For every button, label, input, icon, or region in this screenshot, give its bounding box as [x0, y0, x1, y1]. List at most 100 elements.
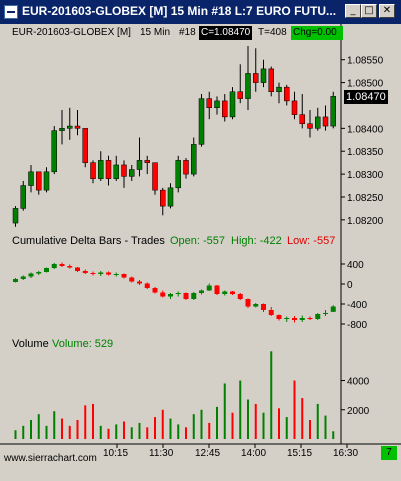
price-candle — [160, 189, 166, 207]
price-candles — [12, 46, 336, 227]
window-title: EUR-201603-GLOBEX [M] 15 Min #18 L:7 EUR… — [22, 4, 337, 18]
delta-candle — [98, 272, 104, 274]
time-tick-label: 11:30 — [149, 448, 174, 459]
volume-bar — [262, 412, 265, 439]
volume-bar — [185, 427, 187, 439]
price-tick-label: 1.08250 — [347, 193, 384, 204]
price-candle — [98, 160, 104, 179]
price-candle — [43, 171, 50, 191]
delta-candle — [59, 264, 65, 266]
price-candle — [222, 100, 228, 118]
delta-tick-label: -400 — [347, 300, 367, 311]
delta-candle — [191, 293, 197, 299]
volume-bar — [37, 414, 40, 439]
delta-candle — [137, 281, 142, 284]
volume-bar — [53, 411, 56, 439]
delta-candle — [330, 306, 336, 312]
volume-bar — [309, 420, 311, 439]
time-tick-label: 14:00 — [241, 448, 266, 459]
delta-candle — [82, 271, 88, 273]
delta-candles — [13, 262, 336, 323]
price-candle — [229, 91, 236, 118]
volume-bar — [99, 425, 102, 439]
delta-candle — [67, 266, 73, 268]
price-candle — [105, 160, 112, 179]
price-candle — [198, 98, 205, 145]
price-tick-label: 1.08500 — [347, 79, 384, 90]
volume-bar — [208, 422, 211, 439]
price-candle — [129, 169, 135, 177]
delta-candle — [20, 276, 26, 279]
price-candle — [67, 125, 73, 129]
price-candle — [307, 123, 313, 129]
delta-candle — [106, 272, 111, 275]
volume-bar — [247, 399, 249, 439]
volume-bar — [216, 406, 218, 439]
header-trades: T=408 — [258, 27, 287, 38]
header-symbol: EUR-201603-GLOBEX [M] — [12, 27, 131, 38]
volume-bar — [254, 403, 257, 439]
status-bar: www.sierrachart.com 7 — [0, 446, 401, 481]
chart-canvas[interactable]: 1.08550 1.08500 1.08400 1.08350 1.08300 1.082… — [0, 24, 401, 467]
volume-bar — [177, 424, 180, 439]
delta-candle — [90, 273, 96, 274]
volume-bar — [169, 418, 172, 439]
header-interval: 15 Min — [140, 27, 171, 38]
delta-candle — [183, 293, 189, 299]
app-icon[interactable] — [4, 5, 18, 19]
time-tick-label: 10:15 — [103, 448, 128, 459]
delta-candle — [36, 272, 42, 274]
maximize-button[interactable]: □ — [361, 4, 377, 18]
delta-candle — [28, 273, 34, 277]
delta-candle — [75, 267, 80, 271]
volume-tick-label: 2000 — [347, 406, 370, 417]
delta-candle — [315, 314, 321, 319]
delta-candle — [113, 274, 119, 275]
delta-candle — [206, 285, 212, 291]
volume-bar — [223, 383, 226, 439]
price-tick-label: 1.08350 — [347, 147, 384, 158]
price-candle — [59, 128, 65, 131]
volume-bar — [161, 409, 164, 439]
volume-bar — [68, 425, 71, 439]
delta-candle — [284, 318, 290, 319]
delta-candle — [44, 268, 49, 272]
delta-open: Open: -557 — [170, 235, 226, 247]
volume-bar — [76, 420, 79, 439]
time-tick-label: 12:45 — [195, 448, 220, 459]
volume-bar — [239, 380, 242, 439]
price-candle — [36, 171, 42, 191]
delta-candle — [237, 294, 243, 299]
delta-candle — [253, 304, 259, 307]
price-candle — [82, 128, 88, 163]
chart-area[interactable]: 1.08550 1.08500 1.08400 1.08350 1.08300 1.082… — [0, 24, 401, 467]
close-button[interactable]: ✕ — [379, 4, 395, 18]
delta-candle — [299, 318, 305, 320]
price-candle — [90, 162, 96, 179]
price-candle — [74, 125, 81, 129]
volume-bar — [14, 430, 17, 439]
volume-tick-label: 4000 — [347, 377, 370, 388]
minimize-button[interactable]: _ — [345, 4, 361, 18]
delta-tick-label: -800 — [347, 320, 367, 331]
volume-bars — [14, 351, 335, 439]
window-titlebar[interactable]: EUR-201603-GLOBEX [M] 15 Min #18 L:7 EUR… — [0, 0, 401, 24]
delta-low: Low: -557 — [287, 235, 336, 247]
price-tick-label: 1.08200 — [347, 216, 384, 227]
volume-bar — [146, 427, 149, 439]
price-candle — [175, 160, 181, 189]
price-candle — [330, 96, 336, 127]
price-candle — [276, 86, 282, 92]
price-candle — [51, 130, 57, 173]
delta-candle — [121, 274, 127, 278]
delta-candle — [268, 310, 274, 315]
website-label[interactable]: www.sierrachart.com — [2, 452, 99, 466]
delta-candle — [152, 288, 158, 293]
delta-tick-label: 400 — [347, 260, 364, 271]
delta-candle — [199, 290, 204, 293]
volume-bar — [332, 431, 335, 439]
price-candle — [183, 160, 189, 175]
volume-bar — [61, 418, 63, 439]
price-candle — [260, 68, 267, 83]
volume-bar — [324, 415, 327, 439]
